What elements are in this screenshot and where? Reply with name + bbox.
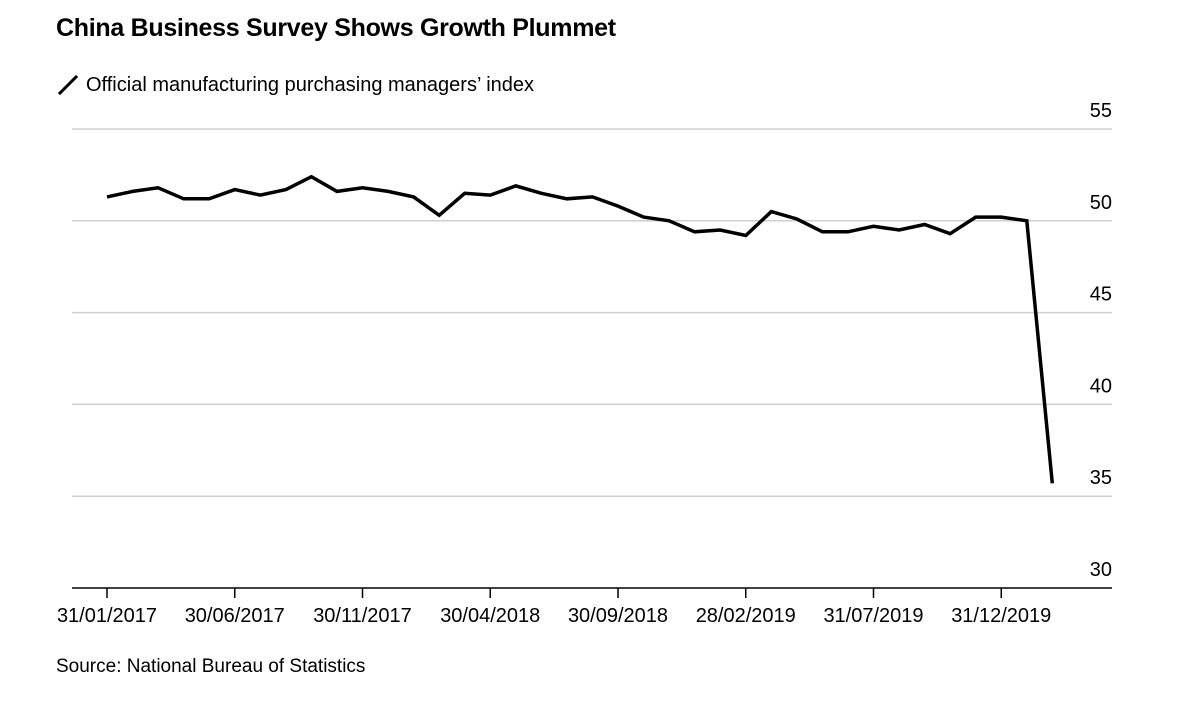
y-tick-label: 40 bbox=[1090, 375, 1112, 397]
y-tick-label: 30 bbox=[1090, 559, 1112, 581]
y-tick-label: 50 bbox=[1090, 192, 1112, 214]
legend-line-icon bbox=[58, 75, 78, 95]
x-tick-label: 31/07/2019 bbox=[823, 605, 923, 627]
x-tick-label: 30/09/2018 bbox=[568, 605, 668, 627]
x-tick-label: 30/06/2017 bbox=[185, 605, 285, 627]
x-tick-label: 30/11/2017 bbox=[313, 605, 412, 627]
y-tick-label: 45 bbox=[1090, 284, 1112, 306]
x-tick-label: 31/01/2017 bbox=[57, 605, 157, 627]
source-note: Source: National Bureau of Statistics bbox=[56, 656, 366, 677]
legend: Official manufacturing purchasing manage… bbox=[58, 73, 534, 97]
x-tick-label: 28/02/2019 bbox=[696, 605, 796, 627]
y-tick-label: 35 bbox=[1090, 467, 1112, 489]
y-tick-label: 55 bbox=[1090, 100, 1112, 122]
legend-label: Official manufacturing purchasing manage… bbox=[86, 73, 535, 96]
series-line bbox=[106, 174, 1055, 484]
x-tick-label: 31/12/2019 bbox=[951, 605, 1051, 627]
chart-title: China Business Survey Shows Growth Plumm… bbox=[56, 14, 616, 42]
x-tick-label: 30/04/2018 bbox=[440, 605, 540, 627]
